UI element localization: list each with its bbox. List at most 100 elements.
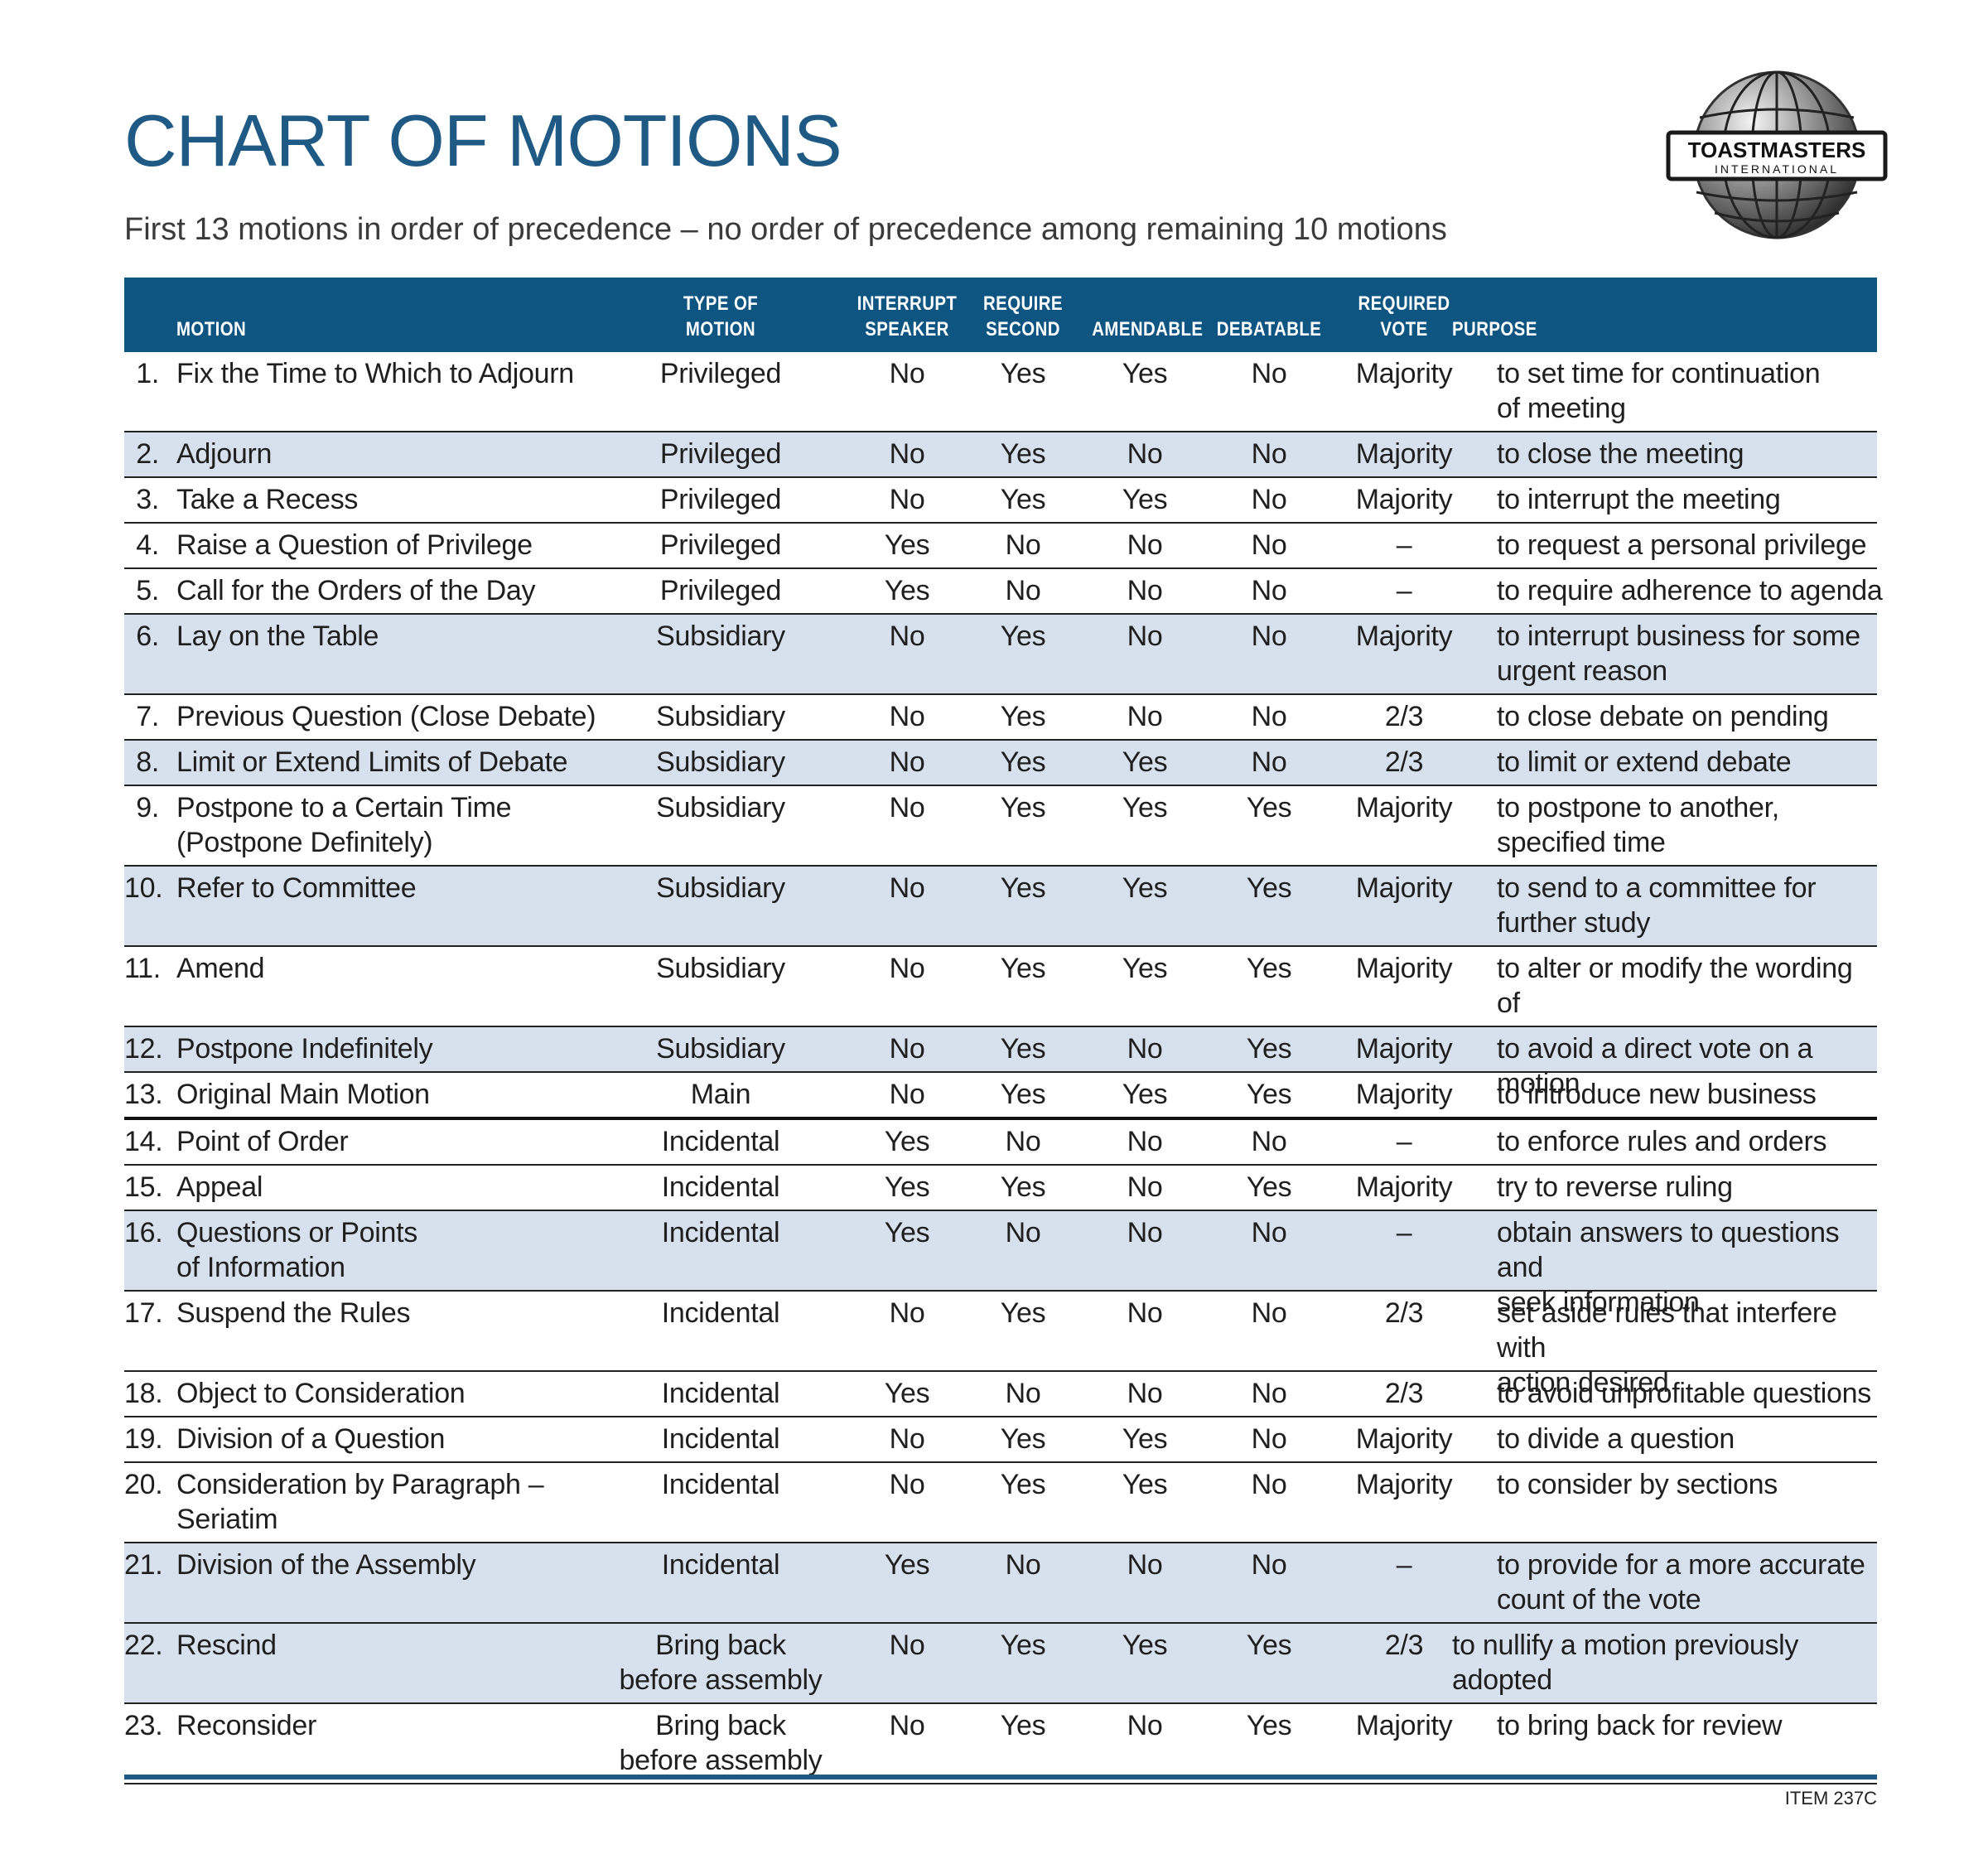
motion-type: Main <box>690 1079 751 1110</box>
page-subtitle: First 13 motions in order of precedence … <box>124 212 1447 247</box>
motion-name: Lay on the Table <box>176 621 379 652</box>
interrupt-speaker-value: No <box>889 872 925 904</box>
required-vote-value: Majority <box>1355 792 1453 823</box>
motion-number: 17. <box>124 1297 163 1329</box>
table-row: 19. Division of a Question Incidental No Yes… <box>124 1417 1877 1463</box>
amendable-value: No <box>1127 438 1163 470</box>
motion-type: Subsidiary <box>656 792 785 823</box>
motion-type: Incidental <box>661 1469 780 1500</box>
purpose-text: to introduce new business <box>1497 1079 1817 1110</box>
motion-type: Subsidiary <box>656 621 785 652</box>
motion-number: 22. <box>124 1630 163 1661</box>
motion-name: Division of the Assembly <box>176 1549 476 1581</box>
interrupt-speaker-value: No <box>889 1710 925 1741</box>
require-second-value: Yes <box>1000 1033 1046 1065</box>
svg-text:INTERNATIONAL: INTERNATIONAL <box>1715 162 1839 176</box>
table-row: 2. Adjourn Privileged No Yes No No Majority to c… <box>124 432 1877 478</box>
motion-type: Privileged <box>659 575 782 606</box>
motion-type: Subsidiary <box>656 953 785 984</box>
table-row: 17. Suspend the Rules Incidental No Yes No No 2… <box>124 1292 1877 1398</box>
motion-number: 2. <box>136 438 159 470</box>
purpose-text: to postpone to another, specified time <box>1497 792 1779 858</box>
required-vote-value: 2/3 <box>1384 746 1424 778</box>
motion-name: Previous Question (Close Debate) <box>176 701 596 732</box>
amendable-value: Yes <box>1122 1423 1168 1455</box>
interrupt-speaker-value: Yes <box>884 529 930 561</box>
debatable-value: No <box>1251 1297 1287 1329</box>
motion-name: Take a Recess <box>176 484 359 515</box>
required-vote-value: Majority <box>1355 953 1453 984</box>
required-vote-value: Majority <box>1355 1710 1453 1741</box>
purpose-text: to interrupt business for some urgent rea… <box>1497 621 1860 687</box>
table-row: 3. Take a Recess Privileged No Yes Yes No Major… <box>124 478 1877 524</box>
require-second-value: Yes <box>1000 1423 1046 1455</box>
purpose-text: to consider by sections <box>1497 1469 1778 1500</box>
motion-number: 8. <box>136 746 159 778</box>
required-vote-value: 2/3 <box>1384 1297 1424 1329</box>
motion-type: Bring back before assembly <box>619 1710 823 1776</box>
amendable-value: No <box>1127 1297 1163 1329</box>
motion-number: 3. <box>136 484 159 515</box>
motion-name: Object to Consideration <box>176 1378 466 1409</box>
amendable-value: Yes <box>1122 792 1168 823</box>
motion-type: Incidental <box>661 1126 780 1157</box>
motion-name: Limit or Extend Limits of Debate <box>176 746 568 778</box>
require-second-value: No <box>1005 1217 1041 1248</box>
amendable-value: Yes <box>1122 953 1168 984</box>
motion-name: Division of a Question <box>176 1423 446 1455</box>
require-second-value: Yes <box>1000 1710 1046 1741</box>
required-vote-value: – <box>1396 1549 1412 1581</box>
motion-type: Incidental <box>661 1423 780 1455</box>
motion-type: Incidental <box>661 1171 780 1203</box>
purpose-text: to request a personal privilege <box>1497 529 1867 561</box>
debatable-value: No <box>1251 1549 1287 1581</box>
required-vote-value: – <box>1396 575 1412 606</box>
debatable-value: No <box>1251 358 1287 389</box>
amendable-value: Yes <box>1122 1469 1168 1500</box>
table-row: 13. Original Main Motion Main No Yes Yes Yes Ma… <box>124 1073 1877 1120</box>
motion-number: 10. <box>124 872 163 904</box>
header-interrupt: INTERRUPT SPEAKER <box>856 292 958 340</box>
debatable-value: No <box>1251 621 1287 652</box>
purpose-text: to provide for a more accurate count of t… <box>1497 1549 1865 1615</box>
motion-type: Incidental <box>661 1378 780 1409</box>
motion-name: Original Main Motion <box>176 1079 430 1110</box>
purpose-text: set aside rules that interfere with actio… <box>1497 1297 1837 1398</box>
table-row: 11. Amend Subsidiary No Yes Yes Yes Majority to … <box>124 947 1877 1054</box>
amendable-value: No <box>1127 1171 1163 1203</box>
require-second-value: Yes <box>1000 358 1046 389</box>
table-row: 14. Point of Order Incidental Yes No No No – to … <box>124 1120 1877 1166</box>
require-second-value: No <box>1005 1549 1041 1581</box>
require-second-value: Yes <box>1000 1297 1046 1329</box>
header-amendable: AMENDABLE <box>1092 318 1204 340</box>
motion-type: Subsidiary <box>656 872 785 904</box>
header-purpose: PURPOSE <box>1452 318 1537 340</box>
motion-number: 15. <box>124 1171 163 1203</box>
table-row: 1. Fix the Time to Which to Adjourn Privil… <box>124 352 1877 432</box>
debatable-value: Yes <box>1246 872 1292 904</box>
require-second-value: No <box>1005 1126 1041 1157</box>
header-type: TYPE OF MOTION <box>683 292 759 340</box>
header-second: REQUIRE SECOND <box>983 292 1063 340</box>
require-second-value: Yes <box>1000 1171 1046 1203</box>
require-second-value: No <box>1005 575 1041 606</box>
debatable-value: No <box>1251 1217 1287 1248</box>
motion-type: Subsidiary <box>656 746 785 778</box>
interrupt-speaker-value: No <box>889 484 925 515</box>
motion-type: Privileged <box>659 438 782 470</box>
purpose-text: to interrupt the meeting <box>1497 484 1781 515</box>
motion-number: 19. <box>124 1423 163 1455</box>
motion-number: 6. <box>136 621 159 652</box>
interrupt-speaker-value: Yes <box>884 1378 930 1409</box>
motion-name: Adjourn <box>176 438 273 470</box>
interrupt-speaker-value: Yes <box>884 1171 930 1203</box>
table-row: 5. Call for the Orders of the Day Privileg… <box>124 569 1883 615</box>
toastmasters-logo: TOASTMASTERS INTERNATIONAL <box>1666 70 1888 239</box>
debatable-value: No <box>1251 1423 1287 1455</box>
interrupt-speaker-value: Yes <box>884 1126 930 1157</box>
motion-number: 20. <box>124 1469 163 1500</box>
required-vote-value: – <box>1396 1126 1412 1157</box>
purpose-text: to send to a committee for further study <box>1497 872 1817 939</box>
required-vote-value: Majority <box>1355 1469 1453 1500</box>
table-row: 16. Questions or Points of Information Inci… <box>124 1211 1877 1318</box>
